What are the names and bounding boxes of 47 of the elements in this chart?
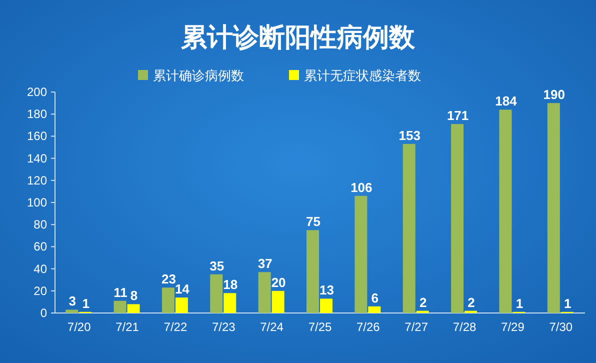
x-tick-label: 7/22 [164,320,188,334]
x-tick-label: 7/30 [549,320,573,334]
data-label: 8 [130,288,138,304]
y-tick-label: 60 [34,240,48,254]
data-label: 37 [258,256,272,272]
data-label: 171 [446,108,469,124]
data-label: 35 [210,258,224,274]
data-label: 106 [350,180,372,195]
x-tick-label: 7/28 [452,320,477,334]
data-label: 13 [320,282,334,298]
y-tick-label: 160 [26,129,48,144]
x-tick-label: 7/24 [260,320,284,334]
data-label: 14 [174,282,190,297]
data-label: 23 [161,272,176,287]
data-label: 3 [68,294,76,309]
y-tick-label: 140 [26,151,48,166]
y-tick-label: 0 [40,306,48,320]
y-tick-label: 40 [34,262,48,276]
data-label: 2 [468,294,475,310]
y-tick-label: 100 [26,196,48,210]
y-tick-label: 80 [34,218,48,232]
data-label: 190 [543,87,566,102]
data-label: 1 [82,296,90,311]
x-tick-label: 7/27 [404,320,428,334]
x-tick-label: 7/23 [212,320,236,334]
data-label: 184 [495,94,518,109]
chart-title: 累计诊断阳性病例数 [180,22,416,52]
data-label: 75 [306,214,320,230]
data-label: 2 [419,294,427,310]
legend-label: 累计无症状感染者数 [304,68,421,83]
data-label: 1 [516,296,524,311]
y-tick-label: 200 [26,85,48,99]
x-tick-label: 7/25 [308,320,332,334]
data-label: 1 [564,296,572,311]
data-label: 11 [114,284,128,300]
y-tick-label: 180 [26,107,48,122]
x-tick-label: 7/26 [356,320,380,334]
data-label: 153 [398,128,420,143]
y-tick-label: 120 [26,173,48,188]
x-tick-label: 7/21 [116,320,140,334]
data-label: 6 [371,290,379,306]
data-label: 18 [223,277,238,292]
legend-label: 累计确诊病例数 [153,68,244,83]
x-tick-label: 7/20 [67,320,92,334]
data-label: 20 [271,274,286,290]
x-tick-label: 7/29 [501,320,525,334]
y-tick-label: 20 [34,284,48,298]
